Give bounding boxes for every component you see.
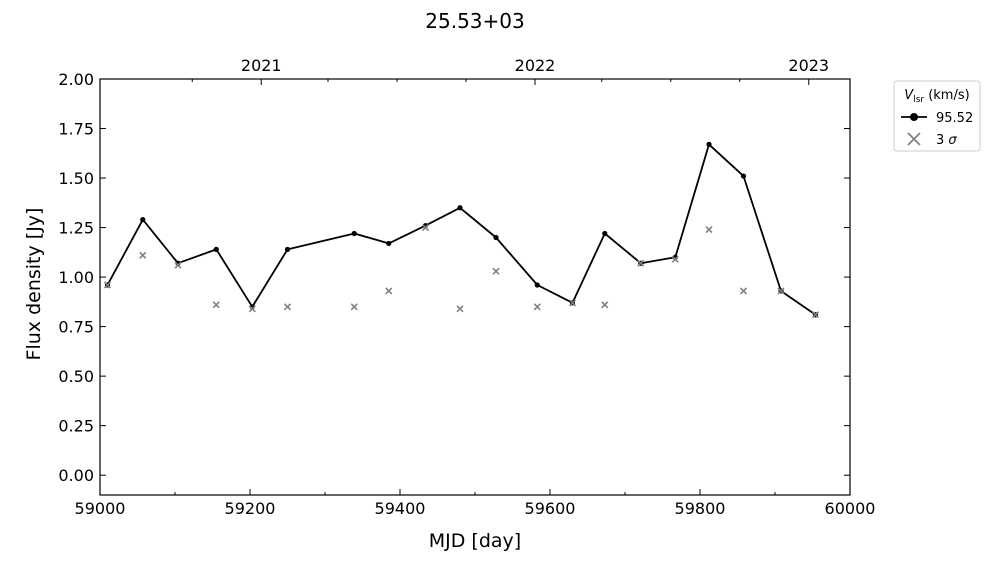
series-point-95-52 bbox=[706, 141, 712, 147]
series-point-95-52 bbox=[534, 282, 540, 288]
y-tick-label: 1.00 bbox=[58, 268, 94, 287]
sigma-x-marker bbox=[705, 225, 713, 234]
y-axis-label: Flux density [Jy] bbox=[23, 208, 45, 361]
plot-frame bbox=[99, 78, 851, 496]
sigma-x-marker bbox=[248, 305, 256, 313]
y-tick-label: 0.75 bbox=[58, 318, 94, 337]
sigma-x-marker bbox=[739, 287, 748, 295]
series-point-95-52 bbox=[493, 234, 499, 241]
x-tick-label: 59200 bbox=[225, 499, 276, 518]
y-tick-label: 1.25 bbox=[58, 219, 94, 238]
x-tick-label: 59800 bbox=[675, 499, 726, 518]
y-tick-label: 1.75 bbox=[58, 120, 94, 139]
series-point-95-52 bbox=[386, 240, 392, 247]
sigma-x-marker bbox=[139, 251, 147, 259]
sigma-x-marker bbox=[103, 281, 112, 289]
sigma-x-marker bbox=[777, 287, 785, 295]
legend-x-marker bbox=[907, 132, 921, 146]
y-tick-label: 1.50 bbox=[58, 169, 94, 188]
series-line-95-52 bbox=[106, 143, 817, 316]
sigma-x-marker bbox=[421, 224, 430, 232]
legend-label-sigma: 3 σ bbox=[936, 133, 957, 148]
x-tick-label: 60000 bbox=[825, 499, 876, 518]
series-point-95-52 bbox=[602, 230, 608, 237]
legend-box bbox=[893, 80, 981, 152]
series-point-95-52 bbox=[457, 205, 463, 211]
y-tick-label: 0.00 bbox=[58, 466, 94, 485]
legend: Vlsr (km/s) 95.52 3 σ bbox=[893, 80, 981, 152]
sigma-x-marker bbox=[811, 311, 820, 319]
sigma-x-marker bbox=[456, 305, 464, 313]
top-year-label: 2021 bbox=[241, 56, 282, 75]
series-point-95-52 bbox=[284, 246, 291, 252]
sigma-x-marker bbox=[568, 299, 577, 307]
sigma-x-marker bbox=[492, 267, 500, 275]
sigma-x-marker bbox=[533, 303, 541, 311]
x-tick-label: 59000 bbox=[75, 499, 126, 518]
y-tick-label: 0.50 bbox=[58, 367, 94, 386]
sigma-x-marker bbox=[385, 287, 393, 295]
legend-label-series: 95.52 bbox=[936, 111, 973, 126]
y-tick-label: 0.25 bbox=[58, 417, 94, 436]
sigma-x-marker bbox=[350, 303, 358, 311]
series-point-95-52 bbox=[740, 173, 747, 179]
series-point-95-52 bbox=[140, 217, 146, 223]
top-year-label: 2023 bbox=[788, 56, 829, 75]
x-tick-label: 59400 bbox=[375, 499, 426, 518]
sigma-x-marker bbox=[601, 301, 609, 309]
series-point-95-52 bbox=[351, 230, 357, 237]
legend-title: Vlsr (km/s) bbox=[904, 88, 969, 105]
x-axis-label: MJD [day] bbox=[429, 530, 521, 552]
sigma-x-marker bbox=[671, 255, 679, 263]
chart-title: 25.53+03 bbox=[425, 9, 524, 33]
sigma-x-marker bbox=[283, 303, 292, 311]
series-point-95-52 bbox=[213, 246, 219, 252]
sigma-x-marker bbox=[174, 261, 182, 269]
sigma-x-marker bbox=[637, 259, 645, 267]
legend-dot-marker bbox=[910, 113, 918, 121]
x-tick-label: 59600 bbox=[525, 499, 576, 518]
sigma-x-marker bbox=[212, 301, 220, 309]
y-tick-label: 2.00 bbox=[58, 70, 94, 89]
top-year-label: 2022 bbox=[515, 56, 556, 75]
